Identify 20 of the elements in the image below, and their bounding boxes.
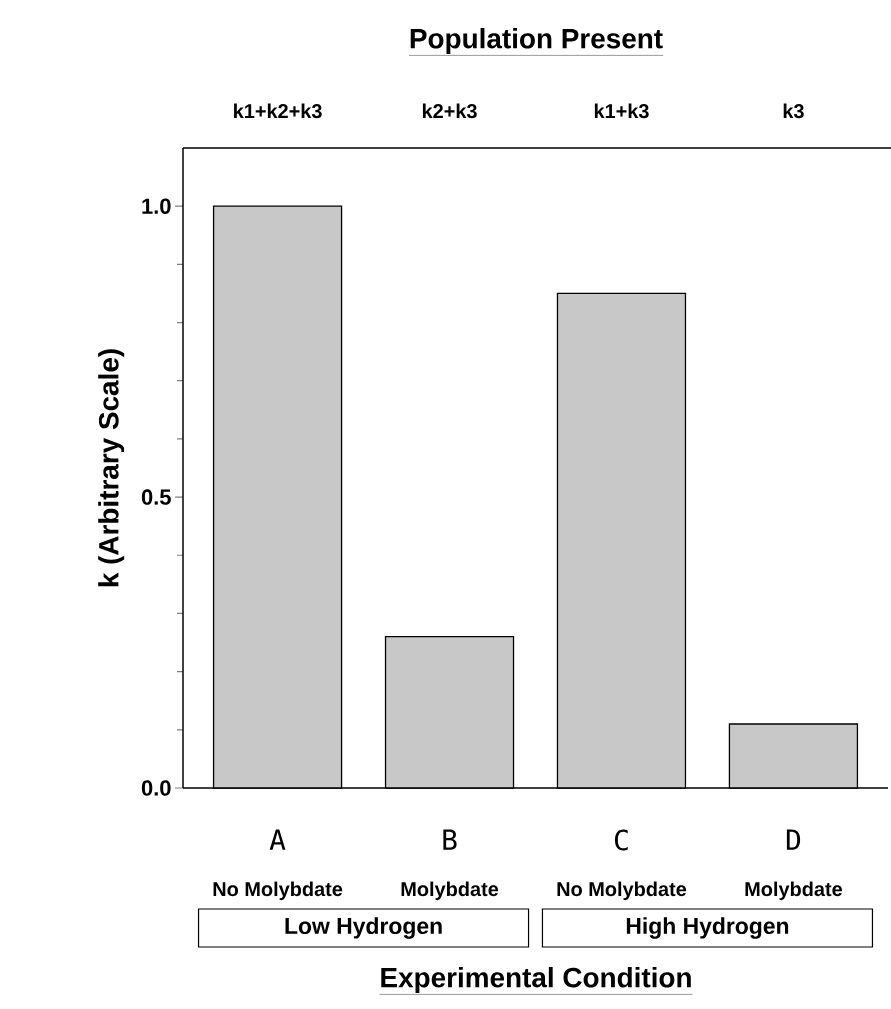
x-tick-label: B [443,829,457,850]
y-tick-label: 1.0 [142,198,171,214]
text: k2+k3 [422,103,477,119]
text: No Molybdate [557,881,687,901]
x-tick-label: C [614,829,628,851]
text: k1+k3 [594,103,649,119]
text: Molybdate [401,881,499,901]
y-tick-label: 0.5 [141,489,171,505]
text: k3 [783,103,804,119]
text: Low Hydrogen [285,917,442,939]
text: k1+k2+k3 [234,103,322,119]
text: No Molybdate [213,881,343,901]
x-tick-label: A [269,829,286,850]
chart-title: Population Present [410,28,663,54]
y-axis-title: k (Arbitrary Scale) [98,349,125,587]
x-tick-label: D [786,829,801,850]
text: High Hydrogen [626,917,789,939]
y-tick-label: 0.0 [141,780,171,796]
x-axis-title: Experimental Condition [381,967,691,993]
text: Molybdate [745,881,843,901]
